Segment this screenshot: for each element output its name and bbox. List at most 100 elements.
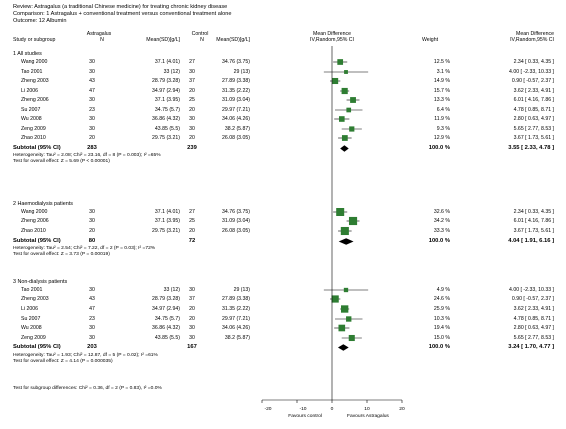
study-square [343, 287, 349, 293]
col-header-weight: Weight [421, 37, 439, 43]
ctl-n: 27 [189, 59, 195, 65]
subgroup-title: 2 Haemodialysis patients [13, 201, 73, 207]
study-square [346, 316, 352, 322]
study-square [340, 226, 349, 236]
ctl-n: 30 [189, 69, 195, 75]
ctl-n: 37 [189, 78, 195, 84]
exp-meansd: 34.97 (2.94) [152, 88, 180, 94]
heterogeneity-text: Heterogeneity: Tau² = 1.93; Chi² = 12.87… [13, 353, 158, 358]
study-ci: 0.90 [ -0.57, 2.37 ] [511, 78, 554, 84]
ctl-meansd: 31.35 (2.22) [222, 88, 250, 94]
subtotal-label: Subtotal (95% CI) [13, 238, 61, 244]
ctl-meansd: 26.08 (3.05) [222, 135, 250, 141]
study-name: Wang 2000 [21, 59, 48, 65]
study-square [336, 208, 345, 216]
ctl-n: 25 [189, 97, 195, 103]
exp-meansd: 36.86 (4.32) [152, 325, 180, 331]
study-name: Tao 2001 [21, 69, 43, 75]
outcome-line: Outcome: 12 Albumin [13, 18, 67, 24]
study-ci: 5.65 [ 2.77, 8.53 ] [513, 335, 554, 341]
subgroup-differences-note: Test for subgroup differences: Chi² = 0.… [13, 386, 162, 391]
study-ci: 3.67 [ 1.73, 5.61 ] [513, 135, 554, 141]
exp-meansd: 43.85 (5.5) [154, 126, 180, 132]
study-name: Tao 2001 [21, 287, 43, 293]
ctl-meansd: 31.09 (3.04) [222, 97, 250, 103]
study-weight: 11.9 % [434, 116, 450, 122]
exp-meansd: 37.1 (3.95) [154, 97, 180, 103]
col-header-exp-group: Astragalus [86, 31, 112, 37]
ctl-meansd: 34.06 (4.26) [222, 116, 250, 122]
study-weight: 33.3 % [433, 228, 450, 234]
ctl-meansd: 29.97 (7.21) [222, 107, 250, 113]
subtotal-diamond [338, 238, 354, 245]
exp-n: 30 [89, 218, 95, 224]
exp-n: 43 [89, 296, 95, 302]
subtotal-weight: 100.0 % [428, 238, 450, 244]
study-square [349, 126, 355, 132]
overall-effect-text: Test for overall effect: Z = 5.69 (P < 0… [13, 159, 110, 164]
overall-effect-text: Test for overall effect: Z = 3.73 (P = 0… [13, 252, 110, 257]
study-weight: 34.2 % [433, 218, 450, 224]
exp-meansd: 43.85 (5.5) [154, 335, 180, 341]
exp-meansd: 28.79 (3.28) [152, 78, 180, 84]
col-header-study: Study or subgroup [13, 37, 56, 43]
ctl-n: 20 [189, 107, 195, 113]
exp-meansd: 37.1 (4.01) [154, 209, 180, 215]
study-square [337, 59, 344, 65]
study-weight: 14.9 % [433, 78, 450, 84]
study-weight: 3.1 % [436, 69, 450, 75]
study-name: Li 2006 [21, 88, 39, 94]
study-name: Zheng 2006 [21, 218, 49, 224]
study-weight: 6.4 % [436, 107, 450, 113]
study-square [350, 97, 356, 103]
study-name: Su 2007 [21, 107, 41, 113]
exp-n: 20 [89, 228, 95, 234]
study-square [341, 135, 348, 141]
study-name: Zheng 2003 [21, 296, 49, 302]
col-header-exp-meansd: Mean(SD)[g/L] [146, 37, 180, 43]
ctl-n: 20 [189, 306, 195, 312]
favours-control-label: Favours control [288, 414, 322, 419]
exp-meansd: 28.79 (3.28) [152, 296, 180, 302]
exp-n: 30 [89, 59, 95, 65]
exp-meansd: 34.75 (5.7) [154, 107, 180, 113]
study-ci: 2.34 [ 0.33, 4.35 ] [513, 209, 554, 215]
ctl-meansd: 31.35 (2.22) [222, 306, 250, 312]
study-ci: 4.00 [ -2.33, 10.33 ] [509, 69, 554, 75]
ctl-n: 25 [189, 218, 195, 224]
study-name: Wu 2008 [21, 116, 42, 122]
axis-tick-label: -10 [299, 407, 307, 412]
subtotal-label: Subtotal (95% CI) [13, 145, 61, 151]
study-ci: 3.62 [ 2.33, 4.91 ] [513, 306, 554, 312]
exp-n: 47 [89, 88, 95, 94]
exp-n: 30 [89, 325, 95, 331]
ctl-meansd: 34.76 (3.75) [222, 209, 250, 215]
exp-n: 30 [89, 116, 95, 122]
exp-n: 30 [89, 287, 95, 293]
study-name: Zeng 2009 [21, 335, 46, 341]
study-ci: 0.90 [ -0.57, 2.37 ] [511, 296, 554, 302]
exp-n: 30 [89, 126, 95, 132]
ctl-meansd: 27.89 (3.38) [222, 78, 250, 84]
col-header-exp-n: N [100, 37, 104, 43]
study-ci: 4.78 [ 0.85, 8.71 ] [513, 107, 554, 113]
axis-tick-label: 0 [330, 407, 334, 412]
subtotal-exp-n: 203 [87, 344, 97, 350]
ctl-n: 30 [189, 325, 195, 331]
exp-meansd: 29.75 (3.21) [152, 135, 180, 141]
heterogeneity-text: Heterogeneity: Tau² = 2.08; Chi² = 23.16… [13, 153, 161, 158]
exp-n: 23 [89, 316, 95, 322]
study-name: Zeng 2009 [21, 126, 46, 132]
study-name: Wang 2000 [21, 209, 48, 215]
study-weight: 15.7 % [433, 88, 450, 94]
ctl-meansd: 31.09 (3.04) [222, 218, 250, 224]
subtotal-exp-n: 80 [88, 238, 96, 244]
exp-meansd: 34.75 (5.7) [154, 316, 180, 322]
ctl-n: 20 [189, 228, 195, 234]
exp-n: 30 [89, 209, 95, 215]
study-ci: 5.65 [ 2.77, 8.53 ] [513, 126, 554, 132]
study-weight: 12.5 % [433, 59, 450, 65]
col-header-md: Mean Difference [313, 31, 351, 37]
study-name: Zhao 2010 [21, 228, 46, 234]
